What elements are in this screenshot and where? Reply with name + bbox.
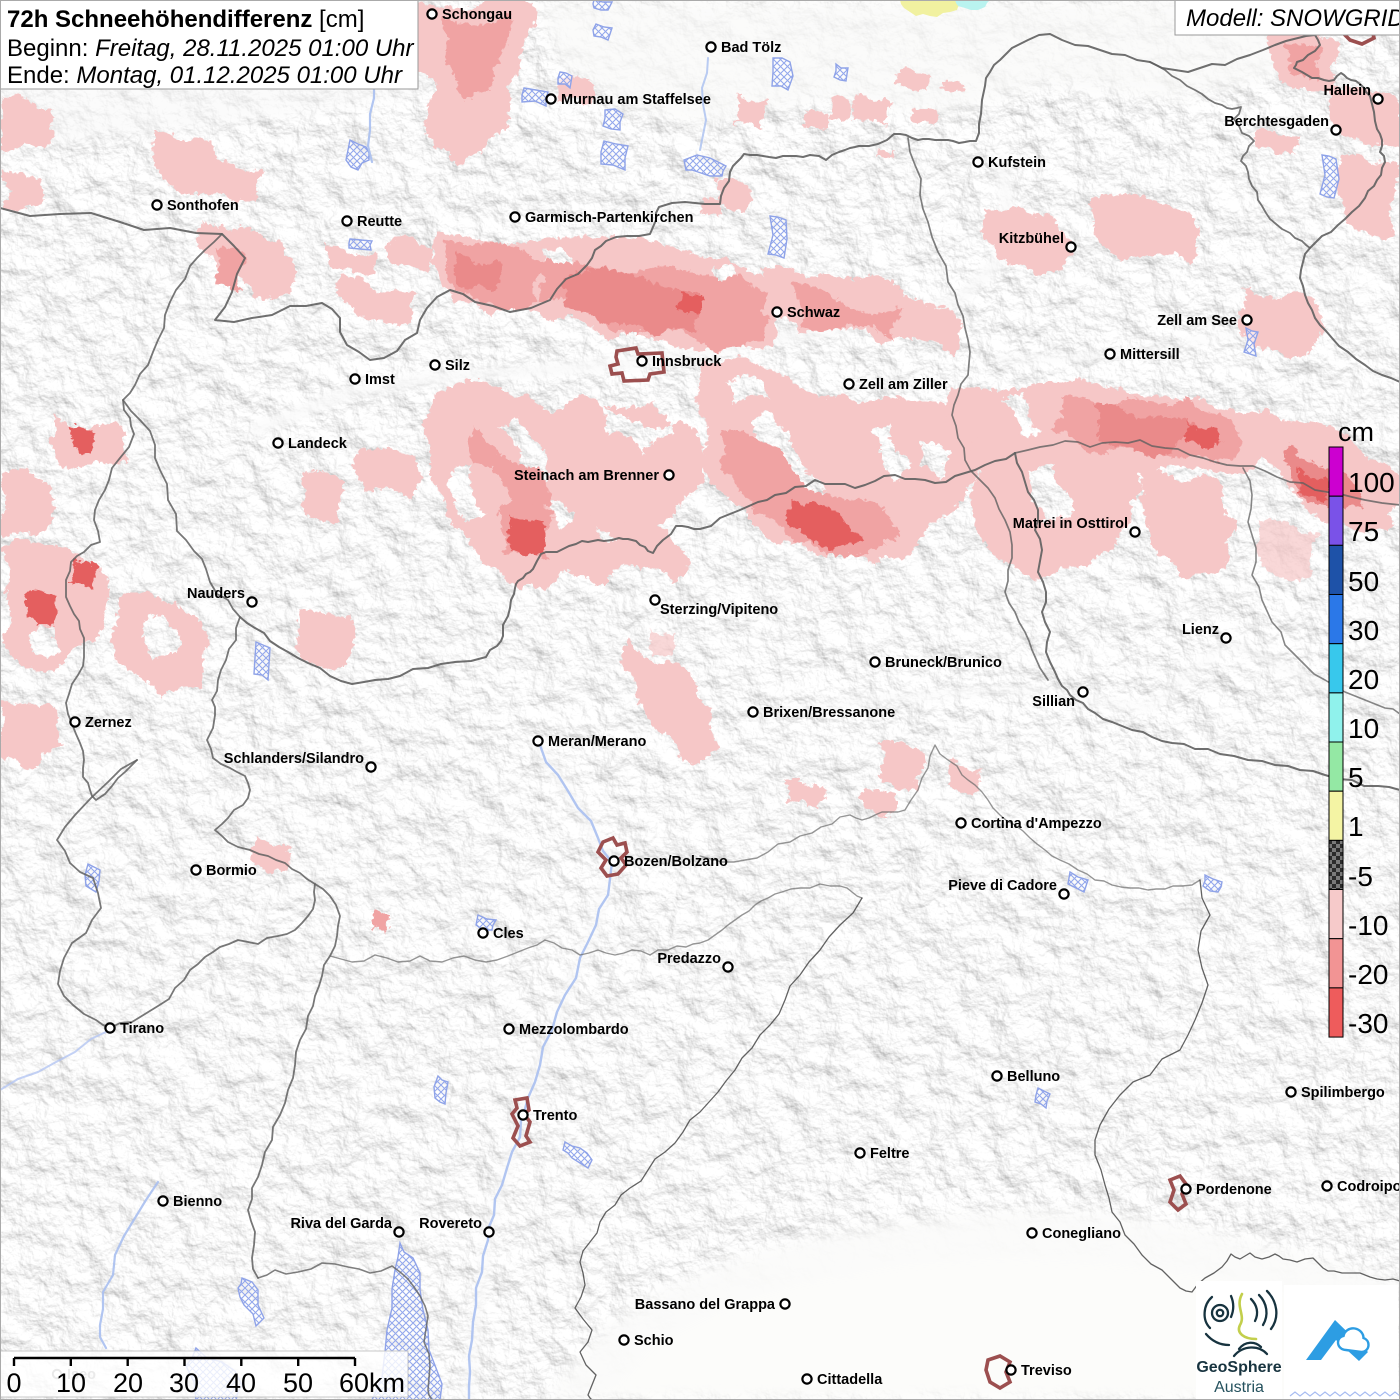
svg-text:20: 20 <box>1348 664 1379 695</box>
svg-text:Sonthofen: Sonthofen <box>167 198 239 214</box>
svg-text:40: 40 <box>226 1368 256 1398</box>
svg-text:Matrei in Osttirol: Matrei in Osttirol <box>1013 516 1128 532</box>
svg-text:100: 100 <box>1348 467 1395 498</box>
svg-text:Mittersill: Mittersill <box>1120 347 1180 363</box>
svg-text:-10: -10 <box>1348 910 1388 941</box>
svg-text:Treviso: Treviso <box>1021 1363 1072 1379</box>
svg-text:Innsbruck: Innsbruck <box>652 354 722 370</box>
svg-text:5: 5 <box>1348 762 1364 793</box>
svg-text:Sillian: Sillian <box>1032 694 1075 710</box>
svg-text:Conegliano: Conegliano <box>1042 1226 1121 1242</box>
svg-text:Pordenone: Pordenone <box>1196 1182 1272 1198</box>
svg-text:Schio: Schio <box>634 1333 674 1349</box>
svg-text:Spilimbergo: Spilimbergo <box>1301 1085 1385 1101</box>
svg-text:Tirano: Tirano <box>120 1021 164 1037</box>
svg-text:0: 0 <box>6 1368 21 1398</box>
svg-text:Belluno: Belluno <box>1007 1069 1060 1085</box>
svg-text:Berchtesgaden: Berchtesgaden <box>1224 114 1329 130</box>
svg-text:Feltre: Feltre <box>870 1146 910 1162</box>
svg-text:Nauders: Nauders <box>187 586 245 602</box>
svg-text:Bassano del Grappa: Bassano del Grappa <box>635 1297 776 1313</box>
svg-text:Schwaz: Schwaz <box>787 305 840 321</box>
svg-text:Cittadella: Cittadella <box>817 1372 883 1388</box>
svg-text:Hallein: Hallein <box>1323 83 1371 99</box>
svg-text:20: 20 <box>113 1368 143 1398</box>
svg-text:30: 30 <box>1348 615 1379 646</box>
svg-text:Lienz: Lienz <box>1182 622 1219 638</box>
svg-text:Rovereto: Rovereto <box>419 1216 482 1232</box>
svg-text:Kitzbühel: Kitzbühel <box>999 231 1064 247</box>
svg-text:Pieve di Cadore: Pieve di Cadore <box>948 878 1057 894</box>
svg-text:Zell am See: Zell am See <box>1157 313 1237 329</box>
svg-text:GeoSphere: GeoSphere <box>1196 1359 1281 1376</box>
svg-text:Zernez: Zernez <box>85 715 132 731</box>
svg-text:Zell am Ziller: Zell am Ziller <box>859 377 948 393</box>
svg-text:Mezzolombardo: Mezzolombardo <box>519 1022 629 1038</box>
svg-text:Bruneck/Brunico: Bruneck/Brunico <box>885 655 1002 671</box>
svg-text:cm: cm <box>1338 417 1374 447</box>
svg-text:50: 50 <box>283 1368 313 1398</box>
svg-text:Ende: Montag, 01.12.2025 01:00: Ende: Montag, 01.12.2025 01:00 Uhr <box>7 62 403 89</box>
svg-text:50: 50 <box>1348 566 1379 597</box>
svg-text:Bienno: Bienno <box>173 1194 222 1210</box>
svg-text:Predazzo: Predazzo <box>657 951 721 967</box>
svg-text:Trento: Trento <box>533 1108 577 1124</box>
svg-text:-20: -20 <box>1348 959 1388 990</box>
svg-text:Modell: SNOWGRID: Modell: SNOWGRID <box>1186 5 1400 32</box>
svg-text:75: 75 <box>1348 516 1379 547</box>
svg-text:60km: 60km <box>339 1368 405 1398</box>
svg-text:-5: -5 <box>1348 861 1373 892</box>
svg-text:Imst: Imst <box>365 372 395 388</box>
svg-text:Bozen/Bolzano: Bozen/Bolzano <box>624 854 728 870</box>
svg-text:Sterzing/Vipiteno: Sterzing/Vipiteno <box>660 602 778 618</box>
svg-text:Meran/Merano: Meran/Merano <box>548 734 646 750</box>
svg-text:30: 30 <box>169 1368 199 1398</box>
svg-text:Codroipo: Codroipo <box>1337 1179 1400 1195</box>
svg-text:Silz: Silz <box>445 358 470 374</box>
svg-text:Bad Tölz: Bad Tölz <box>721 40 781 56</box>
svg-text:Beginn: Freitag, 28.11.2025 01: Beginn: Freitag, 28.11.2025 01:00 Uhr <box>7 35 415 62</box>
svg-text:Cortina d'Ampezzo: Cortina d'Ampezzo <box>971 816 1102 832</box>
svg-text:Kufstein: Kufstein <box>988 155 1046 171</box>
svg-text:Garmisch-Partenkirchen: Garmisch-Partenkirchen <box>525 210 693 226</box>
svg-text:1: 1 <box>1348 811 1364 842</box>
svg-text:Austria: Austria <box>1214 1379 1264 1396</box>
svg-text:Cles: Cles <box>493 926 524 942</box>
svg-text:Schlanders/Silandro: Schlanders/Silandro <box>224 751 364 767</box>
svg-text:Riva del Garda: Riva del Garda <box>290 1216 392 1232</box>
svg-text:Reutte: Reutte <box>357 214 402 230</box>
svg-text:72h Schneehöhendifferenz [cm]: 72h Schneehöhendifferenz [cm] <box>7 6 364 33</box>
svg-text:Schongau: Schongau <box>442 7 512 23</box>
svg-text:Murnau am Staffelsee: Murnau am Staffelsee <box>561 92 711 108</box>
svg-text:10: 10 <box>56 1368 86 1398</box>
svg-text:10: 10 <box>1348 713 1379 744</box>
svg-text:-30: -30 <box>1348 1008 1388 1039</box>
svg-text:Bormio: Bormio <box>206 863 257 879</box>
svg-text:Brixen/Bressanone: Brixen/Bressanone <box>763 705 895 721</box>
svg-text:Landeck: Landeck <box>288 436 348 452</box>
svg-text:Steinach am Brenner: Steinach am Brenner <box>514 468 659 484</box>
